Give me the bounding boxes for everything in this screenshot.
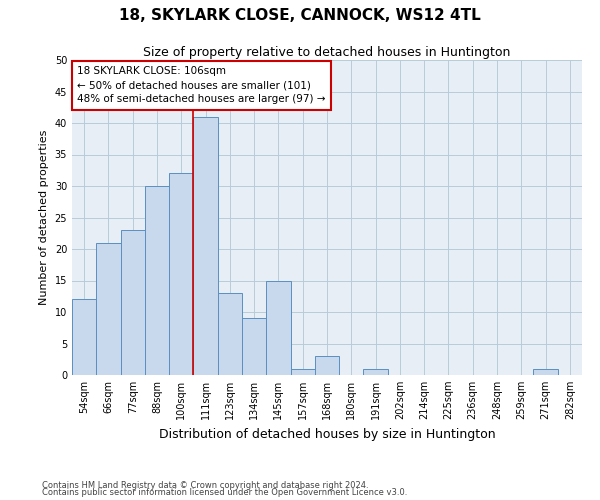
Text: 18, SKYLARK CLOSE, CANNOCK, WS12 4TL: 18, SKYLARK CLOSE, CANNOCK, WS12 4TL xyxy=(119,8,481,22)
Bar xyxy=(290,368,315,375)
Bar xyxy=(242,318,266,375)
Bar xyxy=(315,356,339,375)
Bar xyxy=(145,186,169,375)
Bar xyxy=(266,280,290,375)
Text: 18 SKYLARK CLOSE: 106sqm
← 50% of detached houses are smaller (101)
48% of semi-: 18 SKYLARK CLOSE: 106sqm ← 50% of detach… xyxy=(77,66,326,104)
Bar xyxy=(533,368,558,375)
Bar xyxy=(169,174,193,375)
Bar xyxy=(121,230,145,375)
Text: Contains HM Land Registry data © Crown copyright and database right 2024.: Contains HM Land Registry data © Crown c… xyxy=(42,480,368,490)
Y-axis label: Number of detached properties: Number of detached properties xyxy=(39,130,49,305)
Bar xyxy=(72,300,96,375)
Title: Size of property relative to detached houses in Huntington: Size of property relative to detached ho… xyxy=(143,46,511,59)
Text: Contains public sector information licensed under the Open Government Licence v3: Contains public sector information licen… xyxy=(42,488,407,497)
Bar xyxy=(364,368,388,375)
X-axis label: Distribution of detached houses by size in Huntington: Distribution of detached houses by size … xyxy=(158,428,496,440)
Bar xyxy=(96,242,121,375)
Bar xyxy=(193,116,218,375)
Bar xyxy=(218,293,242,375)
